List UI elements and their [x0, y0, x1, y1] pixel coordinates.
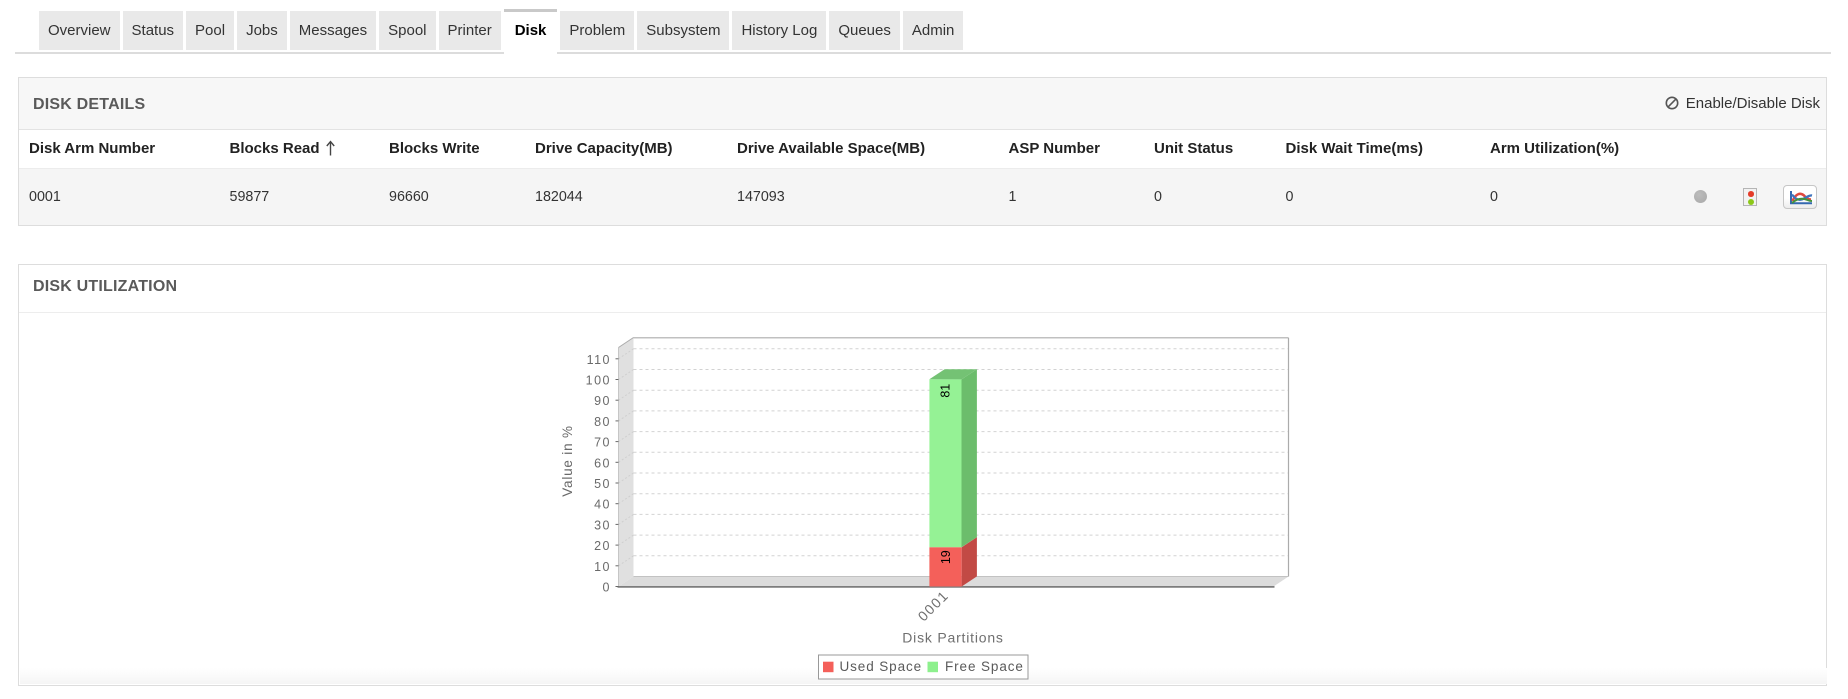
svg-text:Free Space: Free Space	[945, 659, 1024, 674]
svg-text:81: 81	[939, 384, 953, 398]
svg-text:30: 30	[594, 518, 611, 532]
svg-text:Used Space: Used Space	[840, 659, 923, 674]
svg-text:Value in %: Value in %	[560, 425, 575, 497]
svg-text:50: 50	[594, 477, 611, 491]
svg-text:19: 19	[939, 550, 953, 564]
svg-text:Disk Partitions: Disk Partitions	[902, 630, 1003, 646]
svg-text:90: 90	[594, 394, 611, 408]
svg-text:0001: 0001	[914, 587, 951, 624]
svg-text:110: 110	[587, 353, 611, 367]
svg-text:80: 80	[594, 415, 611, 429]
svg-text:0: 0	[603, 581, 611, 595]
svg-text:20: 20	[594, 539, 611, 553]
svg-text:10: 10	[594, 560, 611, 574]
svg-text:100: 100	[586, 374, 611, 388]
svg-text:60: 60	[594, 456, 611, 470]
svg-text:40: 40	[594, 498, 611, 512]
svg-text:70: 70	[594, 436, 611, 450]
